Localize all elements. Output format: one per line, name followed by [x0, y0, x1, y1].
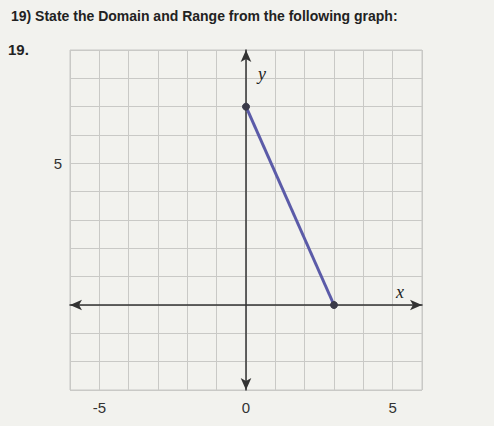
svg-text:19.: 19.: [8, 41, 29, 58]
svg-text:0: 0: [242, 399, 250, 416]
svg-text:x: x: [395, 282, 404, 302]
svg-text:5: 5: [388, 399, 396, 416]
svg-text:19) State the Domain and Range: 19) State the Domain and Range from the …: [11, 8, 398, 24]
svg-text:5: 5: [54, 155, 62, 172]
svg-text:y: y: [256, 64, 266, 84]
svg-text:-5: -5: [93, 399, 106, 416]
